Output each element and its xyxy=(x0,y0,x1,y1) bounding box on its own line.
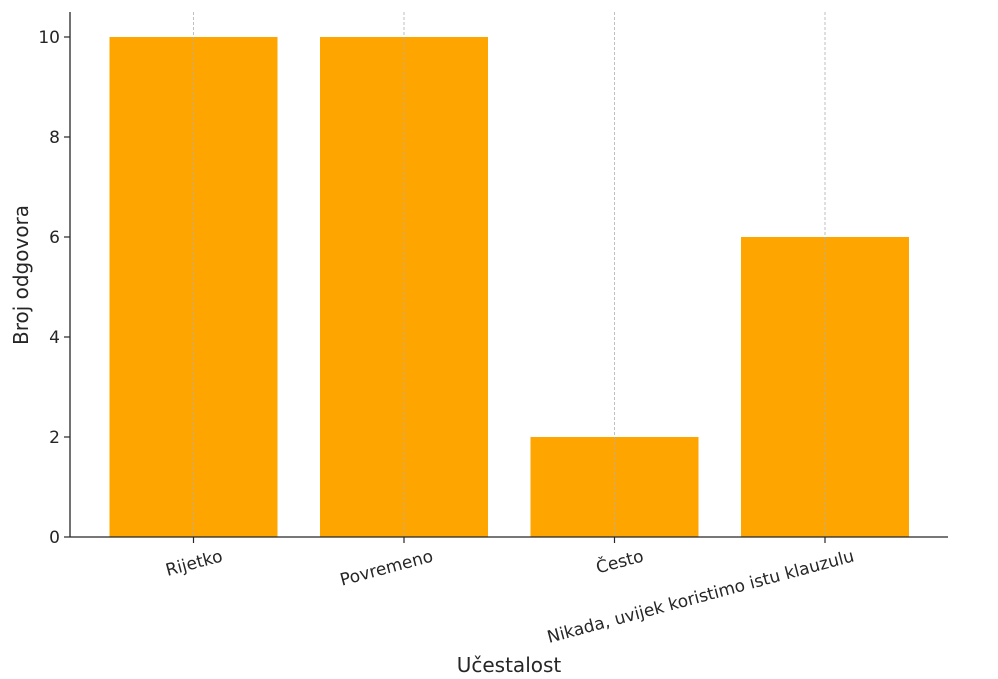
x-tick-label: Povremeno xyxy=(338,547,435,591)
y-tick-label: 0 xyxy=(49,528,60,548)
y-axis-title: Broj odgovora xyxy=(9,205,33,345)
x-tick-label: Često xyxy=(593,545,645,579)
x-tick-label: Rijetko xyxy=(164,547,225,581)
x-axis-title: Učestalost xyxy=(457,653,562,677)
y-tick-label: 6 xyxy=(49,228,60,248)
y-tick-label: 2 xyxy=(49,428,60,448)
bars xyxy=(109,12,909,537)
y-tick-label: 10 xyxy=(38,28,60,48)
y-ticks: 0 2 4 6 8 10 xyxy=(38,28,70,548)
x-tick-label: Nikada, uvijek koristimo istu klauzulu xyxy=(545,547,856,648)
y-tick-label: 4 xyxy=(49,328,60,348)
y-tick-label: 8 xyxy=(49,128,60,148)
